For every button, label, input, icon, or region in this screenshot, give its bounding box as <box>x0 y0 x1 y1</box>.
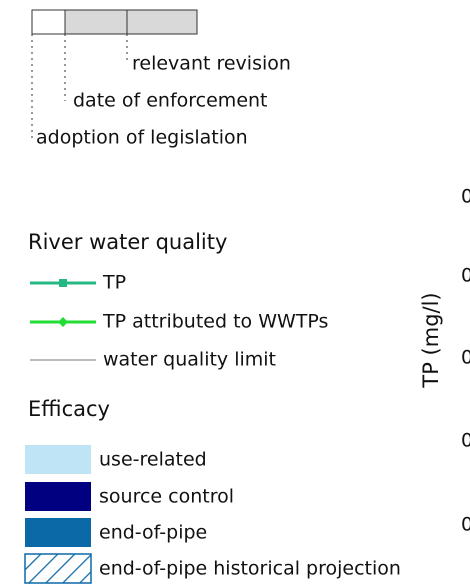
key-label: adoption of legislation <box>36 127 248 149</box>
y-tick-label: 0 <box>461 430 470 452</box>
legend-swatch <box>25 445 91 474</box>
legend-swatch <box>24 553 92 584</box>
legend-label: TP attributed to WWTPs <box>102 311 328 333</box>
legend-label: TP <box>102 272 126 294</box>
legend-swatch <box>25 518 91 547</box>
legend-label: use-related <box>99 449 207 471</box>
legend-label: end-of-pipe historical projection <box>99 558 401 580</box>
key-label: relevant revision <box>132 53 291 75</box>
legend-marker <box>59 279 67 287</box>
legend-label: water quality limit <box>103 349 276 371</box>
timeline-key: relevant revision date of enforcement ad… <box>31 9 291 149</box>
legend-label: end-of-pipe <box>99 522 207 544</box>
key-label: date of enforcement <box>73 90 268 112</box>
legend-title: Efficacy <box>28 397 110 421</box>
legend-marker <box>58 317 68 327</box>
key-segment <box>64 9 198 35</box>
legend-label: source control <box>99 486 234 508</box>
y-tick-label: 0 <box>461 514 470 536</box>
legend-title: River water quality <box>28 230 227 254</box>
legend-swatch <box>25 482 91 511</box>
y-tick-label: 0 <box>461 347 470 369</box>
y-tick-label: 0 <box>461 265 470 287</box>
y-tick-label: 0 <box>461 186 470 208</box>
key-segment <box>31 9 66 35</box>
axis-label: TP (mg/l) <box>419 292 443 388</box>
